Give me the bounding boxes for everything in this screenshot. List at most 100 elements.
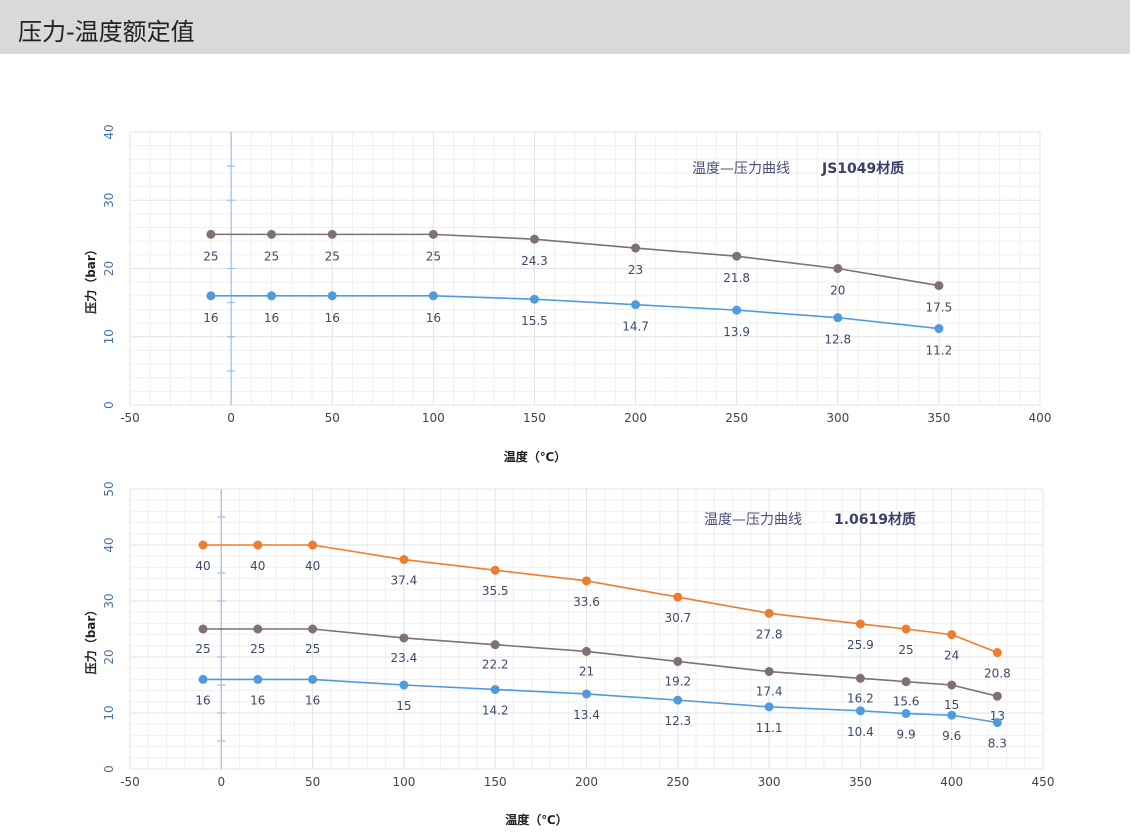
- data-label-blue: 16: [195, 693, 210, 707]
- series-line-orange: [203, 544, 998, 654]
- data-point-blue: [267, 291, 277, 301]
- data-label-orange: 25: [898, 643, 913, 657]
- x-tick-label: 250: [666, 775, 689, 789]
- data-label-grey: 24.3: [521, 254, 548, 268]
- data-point-grey: [308, 624, 318, 634]
- data-point-blue: [529, 294, 539, 304]
- x-tick-label: 100: [422, 411, 445, 425]
- data-label-grey: 25: [264, 249, 279, 263]
- chart-title: 温度—压力曲线: [692, 161, 790, 177]
- x-tick-label: 400: [940, 775, 963, 789]
- data-label-orange: 25.9: [847, 638, 874, 652]
- x-tick-label: 450: [1032, 775, 1055, 789]
- data-label-grey: 25: [203, 249, 218, 263]
- data-point-grey: [833, 264, 843, 273]
- data-point-grey: [253, 624, 263, 634]
- x-axis-title: 温度（℃）: [504, 449, 567, 464]
- data-point-grey: [529, 234, 539, 244]
- data-point-blue: [901, 709, 911, 719]
- y-tick-label: 20: [102, 649, 116, 664]
- data-label-blue: 11.1: [756, 721, 783, 735]
- data-point-blue: [206, 291, 216, 301]
- data-label-blue: 15.5: [521, 314, 548, 328]
- data-point-blue: [582, 689, 591, 699]
- data-point-grey: [327, 229, 337, 239]
- data-label-orange: 24: [944, 649, 959, 663]
- data-label-blue: 12.3: [664, 714, 691, 728]
- series-line-blue: [203, 678, 998, 724]
- data-point-blue: [428, 291, 438, 301]
- data-label-orange: 20.8: [984, 667, 1011, 681]
- data-label-grey: 25: [250, 642, 265, 656]
- data-label-grey: 15.6: [893, 695, 920, 709]
- x-tick-label: 150: [523, 411, 546, 425]
- data-point-orange: [764, 608, 774, 618]
- y-tick-label: 30: [102, 193, 116, 208]
- data-point-grey: [855, 673, 865, 683]
- x-tick-label: 50: [305, 775, 320, 789]
- x-tick-label: 200: [575, 775, 598, 789]
- data-point-orange: [490, 565, 500, 575]
- y-axis-title: 压力（bar）: [83, 604, 98, 675]
- data-label-orange: 40: [195, 559, 210, 573]
- data-label-blue: 16: [426, 311, 441, 325]
- x-tick-label: 350: [927, 411, 950, 425]
- data-point-grey: [267, 229, 277, 239]
- data-point-grey: [582, 646, 591, 656]
- data-point-grey: [673, 656, 683, 666]
- data-label-blue: 16: [264, 311, 279, 325]
- data-label-blue: 13.4: [573, 708, 600, 722]
- data-label-grey: 25: [325, 249, 340, 263]
- data-point-blue: [490, 684, 500, 694]
- data-point-grey: [428, 229, 438, 239]
- data-point-orange: [947, 630, 957, 640]
- data-point-grey: [490, 640, 500, 650]
- y-tick-label: 20: [102, 261, 116, 276]
- data-label-blue: 11.2: [926, 344, 953, 358]
- y-tick-label: 0: [102, 765, 116, 773]
- data-point-blue: [631, 300, 641, 310]
- x-tick-label: 150: [484, 775, 507, 789]
- data-label-blue: 8.3: [988, 737, 1007, 751]
- y-axis-title: 压力（bar）: [83, 243, 98, 314]
- x-tick-label: 350: [849, 775, 872, 789]
- data-label-grey: 25: [305, 642, 320, 656]
- data-label-grey: 25: [426, 249, 441, 263]
- data-label-orange: 37.4: [391, 574, 418, 588]
- data-point-blue: [732, 305, 742, 315]
- x-tick-label: 100: [392, 775, 415, 789]
- data-label-grey: 25: [195, 642, 210, 656]
- data-point-blue: [399, 680, 409, 690]
- data-point-blue: [947, 710, 957, 720]
- data-point-blue: [833, 313, 843, 323]
- jsi1049-pressure-temperature-chart: -50 0 50 100 150 200 250 300 350 400 0 10 20 30 40 温度（℃…: [83, 124, 1052, 464]
- y-tick-label: 50: [102, 481, 116, 496]
- data-point-grey: [206, 229, 216, 239]
- data-label-blue: 16: [250, 693, 265, 707]
- y-tick-label: 30: [102, 593, 116, 608]
- data-point-blue: [198, 674, 208, 684]
- series-line-grey: [203, 628, 998, 697]
- data-label-orange: 30.7: [664, 611, 691, 625]
- data-label-grey: 17.4: [756, 685, 783, 699]
- data-point-orange: [253, 540, 263, 550]
- data-point-grey: [764, 667, 774, 677]
- y-tick-label: 10: [102, 705, 116, 720]
- y-tick-label: 10: [102, 329, 116, 344]
- x-tick-label: 200: [624, 411, 647, 425]
- data-label-orange: 40: [250, 559, 265, 573]
- x-tick-label: 400: [1029, 411, 1052, 425]
- data-label-grey: 20: [830, 284, 845, 298]
- page-header: 压力-温度额定值: [0, 0, 1130, 54]
- data-point-orange: [992, 648, 1002, 658]
- x-tick-label: 300: [758, 775, 781, 789]
- x-tick-label: -50: [120, 411, 140, 425]
- data-label-blue: 10.4: [847, 725, 874, 739]
- data-label-grey: 23.4: [391, 651, 418, 665]
- x-tick-label: -50: [120, 775, 140, 789]
- data-label-blue: 16: [203, 311, 218, 325]
- 10619-pressure-temperature-chart: -50 0 50 100 150 200 250 300 350 400 450 0 10 20 30 40 5…: [83, 481, 1055, 827]
- data-label-grey: 23: [628, 263, 643, 277]
- chart-material-label: JS1049材质: [821, 160, 904, 177]
- data-label-orange: 27.8: [756, 627, 783, 641]
